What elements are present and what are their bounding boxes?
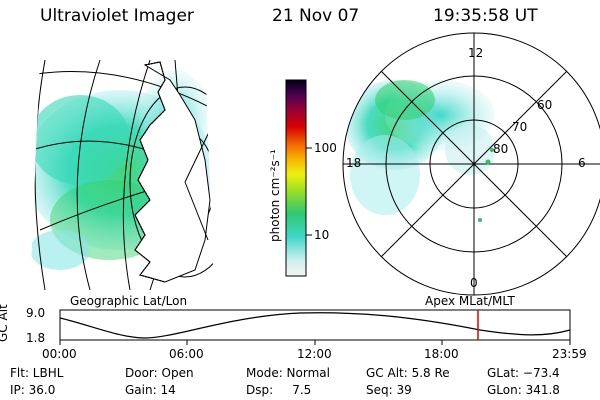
info-dsp: Dsp: 7.5	[246, 383, 312, 397]
info-ip: IP: 36.0	[10, 383, 56, 397]
info-glon: GLon: 341.8	[487, 383, 560, 397]
info-door: Door: Open	[125, 366, 194, 380]
geographic-label: Geographic Lat/Lon	[70, 294, 188, 308]
mlt-label-12: 12	[468, 46, 484, 60]
altitude-xtick: 06:00	[169, 347, 204, 361]
mlt-label-6: 6	[578, 156, 586, 170]
polar-plot	[342, 32, 600, 296]
altitude-xtick: 23:59	[552, 347, 587, 361]
mlt-label-18: 18	[346, 156, 362, 170]
mlat-label-70: 70	[512, 120, 528, 134]
date-label: 21 Nov 07	[272, 6, 360, 26]
info-gc-alt: GC Alt: 5.8 Re	[366, 366, 450, 380]
info-mode: Mode: Normal	[246, 366, 330, 380]
time-label: 19:35:58 UT	[433, 6, 538, 26]
instrument-title: Ultraviolet Imager	[40, 6, 194, 26]
altitude-ytick-max: 9.0	[26, 306, 46, 320]
altitude-ylabel: GC Alt	[0, 304, 10, 342]
info-gain: Gain: 14	[125, 383, 176, 397]
colorbar	[285, 79, 307, 277]
info-flt: Flt: LBHL	[10, 366, 64, 380]
mlat-label-80: 80	[493, 142, 509, 156]
colorbar-tick-100: 100	[314, 141, 337, 155]
info-seq: Seq: 39	[366, 383, 412, 397]
altitude-ytick-min: 1.8	[26, 331, 46, 345]
altitude-xtick: 18:00	[424, 347, 459, 361]
mlat-label-60: 60	[537, 98, 553, 112]
colorbar-unit-label: photon cm⁻²s⁻¹	[268, 149, 282, 242]
mlt-label-0: 0	[470, 276, 478, 290]
geographic-map	[30, 60, 214, 290]
altitude-xtick: 12:00	[297, 347, 332, 361]
altitude-xtick: 00:00	[42, 347, 77, 361]
apex-label: Apex MLat/MLT	[425, 294, 515, 308]
colorbar-tick-10: 10	[314, 228, 330, 242]
altitude-plot	[59, 309, 571, 345]
info-glat: GLat: −73.4	[487, 366, 560, 380]
